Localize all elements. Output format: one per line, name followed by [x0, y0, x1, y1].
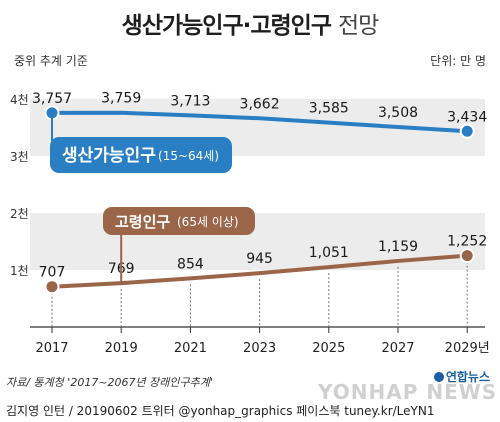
legend-label-1: 고령인구	[115, 213, 170, 231]
legend-box-1	[103, 207, 255, 235]
series-point-1	[459, 248, 475, 264]
y-tick-label: 2천	[10, 206, 29, 221]
data-label: 1,159	[378, 239, 418, 255]
x-tick-label: 2021	[174, 341, 207, 356]
series-point-0	[459, 123, 475, 139]
x-tick-label: 2017	[35, 341, 68, 356]
x-tick-label: 2019	[105, 341, 138, 356]
series-point-1	[44, 279, 60, 295]
x-tick-label: 2029년	[445, 341, 490, 356]
chart-title-main: 생산가능인구·고령인구	[121, 13, 332, 39]
y-tick-label: 3천	[10, 149, 29, 164]
data-label: 3,662	[240, 96, 280, 112]
data-label: 945	[246, 251, 273, 267]
legend-label-0: 생산가능인구	[62, 146, 156, 166]
x-tick-label: 2023	[243, 341, 276, 356]
y-tick-label: 4천	[10, 92, 29, 107]
data-label: 3,759	[101, 91, 141, 107]
data-label: 3,757	[32, 91, 72, 107]
basis-note: 중위 추계 기준	[14, 54, 88, 68]
legend-box-0	[50, 137, 232, 173]
yonhap-logo: 연합뉴스	[433, 368, 490, 385]
chart-title-suffix: 전망	[338, 13, 379, 39]
logo-icon	[433, 372, 444, 382]
watermark: YONHAP NEWS	[318, 380, 498, 404]
legend-detail-0: (15~64세)	[158, 149, 219, 163]
logo-text: 연합뉴스	[445, 370, 490, 384]
chart-title: 생산가능인구·고령인구 전망	[0, 6, 500, 40]
source-note: 자료/ 통계청 '2017~2067년 장래인구추계'	[6, 376, 213, 389]
data-label: 3,713	[170, 93, 210, 109]
data-label: 1,252	[447, 234, 487, 250]
data-label: 707	[39, 265, 66, 281]
series-line-0	[51, 110, 468, 134]
data-label: 1,051	[309, 245, 349, 261]
data-label: 3,585	[309, 101, 349, 117]
data-label: 3,434	[447, 109, 487, 125]
data-label: 854	[177, 256, 204, 272]
unit-note: 단위: 만 명	[430, 54, 486, 68]
x-tick-label: 2025	[312, 341, 345, 356]
credit-line: 김지영 인턴 / 20190602 트위터 @yonhap_graphics 페…	[6, 404, 435, 418]
x-tick-label: 2027	[381, 341, 414, 356]
y-tick-label: 1천	[10, 263, 29, 278]
data-label: 3,508	[378, 105, 418, 121]
legend-detail-1: (65세 이상)	[177, 215, 239, 229]
